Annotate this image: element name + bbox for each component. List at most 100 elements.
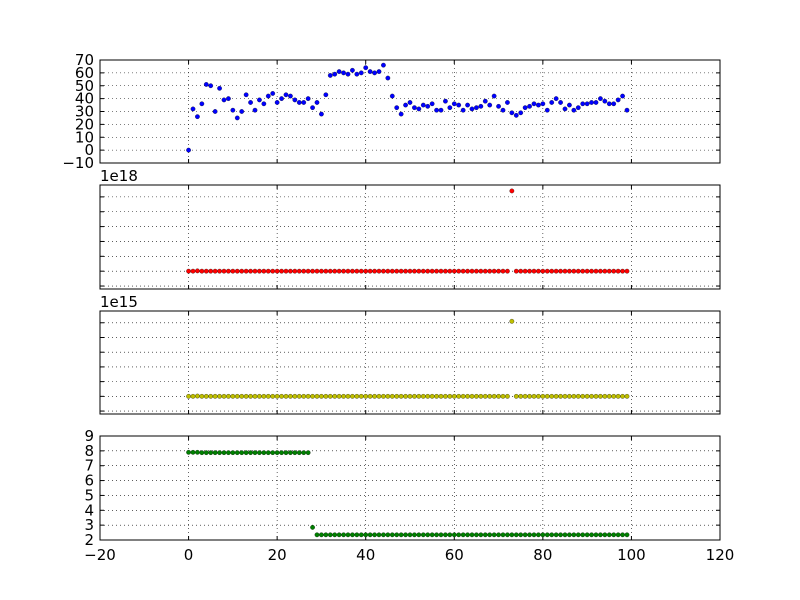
data-point bbox=[606, 268, 612, 274]
data-point bbox=[527, 532, 532, 538]
x-tick-label: 60 bbox=[445, 546, 464, 564]
data-point bbox=[243, 393, 249, 399]
data-point bbox=[288, 450, 293, 455]
data-point bbox=[598, 96, 603, 101]
data-point bbox=[398, 268, 404, 274]
data-point bbox=[394, 268, 400, 274]
data-point bbox=[283, 92, 289, 98]
data-point bbox=[243, 450, 249, 455]
data-point bbox=[420, 102, 426, 108]
data-point bbox=[460, 268, 466, 274]
data-point bbox=[230, 268, 236, 274]
data-point bbox=[536, 102, 541, 108]
data-point bbox=[474, 268, 479, 274]
data-point bbox=[407, 268, 413, 274]
data-point bbox=[562, 393, 568, 399]
data-point bbox=[518, 110, 524, 116]
data-point bbox=[323, 532, 329, 538]
data-point bbox=[389, 532, 395, 538]
data-point bbox=[265, 393, 271, 399]
data-point bbox=[443, 393, 448, 399]
data-point bbox=[438, 107, 444, 113]
data-point bbox=[319, 268, 324, 274]
data-point bbox=[624, 393, 630, 399]
data-point bbox=[199, 101, 205, 107]
data-point bbox=[341, 70, 346, 76]
data-point bbox=[518, 268, 524, 274]
data-point bbox=[327, 73, 333, 78]
data-point bbox=[496, 104, 501, 109]
data-point bbox=[536, 393, 541, 399]
data-point bbox=[429, 101, 435, 107]
data-point bbox=[487, 393, 493, 399]
data-point bbox=[319, 111, 324, 117]
data-point bbox=[522, 532, 528, 538]
data-point bbox=[350, 532, 355, 538]
data-point bbox=[336, 393, 342, 399]
data-point bbox=[252, 450, 258, 455]
data-point bbox=[239, 109, 245, 114]
data-point bbox=[363, 65, 369, 71]
data-point bbox=[438, 268, 444, 274]
data-point bbox=[465, 532, 470, 538]
data-point bbox=[248, 100, 253, 105]
data-point bbox=[496, 268, 501, 274]
data-point bbox=[381, 62, 386, 68]
data-point bbox=[540, 393, 546, 399]
data-point bbox=[354, 532, 360, 538]
data-point bbox=[265, 93, 271, 99]
data-point bbox=[549, 532, 555, 538]
data-point bbox=[217, 268, 222, 274]
data-point bbox=[553, 532, 559, 538]
data-point bbox=[403, 102, 408, 108]
data-point bbox=[221, 450, 227, 455]
data-point bbox=[465, 268, 470, 274]
data-point bbox=[571, 532, 577, 538]
data-point bbox=[212, 109, 218, 114]
data-point bbox=[221, 97, 227, 103]
data-point bbox=[274, 100, 280, 105]
data-point bbox=[540, 532, 546, 538]
data-point bbox=[460, 393, 466, 399]
data-point bbox=[274, 450, 280, 455]
data-point bbox=[447, 105, 453, 110]
data-point bbox=[513, 532, 519, 538]
data-point bbox=[385, 268, 391, 274]
data-point bbox=[199, 450, 205, 455]
data-point bbox=[434, 393, 439, 399]
data-point bbox=[358, 393, 364, 399]
data-point bbox=[354, 268, 360, 274]
data-point bbox=[425, 393, 431, 399]
data-point bbox=[567, 102, 572, 108]
data-point bbox=[434, 532, 439, 538]
data-point bbox=[301, 450, 307, 455]
grid bbox=[100, 436, 720, 540]
data-point bbox=[615, 97, 621, 103]
data-point bbox=[296, 450, 302, 455]
data-point bbox=[624, 107, 630, 113]
data-point bbox=[606, 393, 612, 399]
data-point bbox=[544, 268, 550, 274]
data-point bbox=[456, 102, 462, 108]
data-point bbox=[288, 268, 293, 274]
data-point bbox=[283, 268, 289, 274]
y-tick-label: 7 bbox=[84, 457, 94, 475]
data-point bbox=[544, 532, 550, 538]
data-point bbox=[620, 532, 625, 538]
data-point bbox=[429, 268, 435, 274]
data-point bbox=[310, 393, 315, 399]
data-point bbox=[261, 450, 267, 455]
data-point bbox=[381, 393, 386, 399]
data-point bbox=[226, 393, 231, 399]
data-point bbox=[593, 532, 599, 538]
data-point bbox=[518, 393, 524, 399]
data-point bbox=[429, 532, 435, 538]
data-point bbox=[456, 393, 462, 399]
y-tick-label: 40 bbox=[75, 90, 94, 108]
data-point bbox=[257, 97, 262, 103]
data-point bbox=[478, 104, 484, 109]
data-point bbox=[544, 393, 550, 399]
data-point bbox=[482, 98, 488, 104]
data-point bbox=[509, 188, 515, 194]
data-point bbox=[438, 532, 444, 538]
